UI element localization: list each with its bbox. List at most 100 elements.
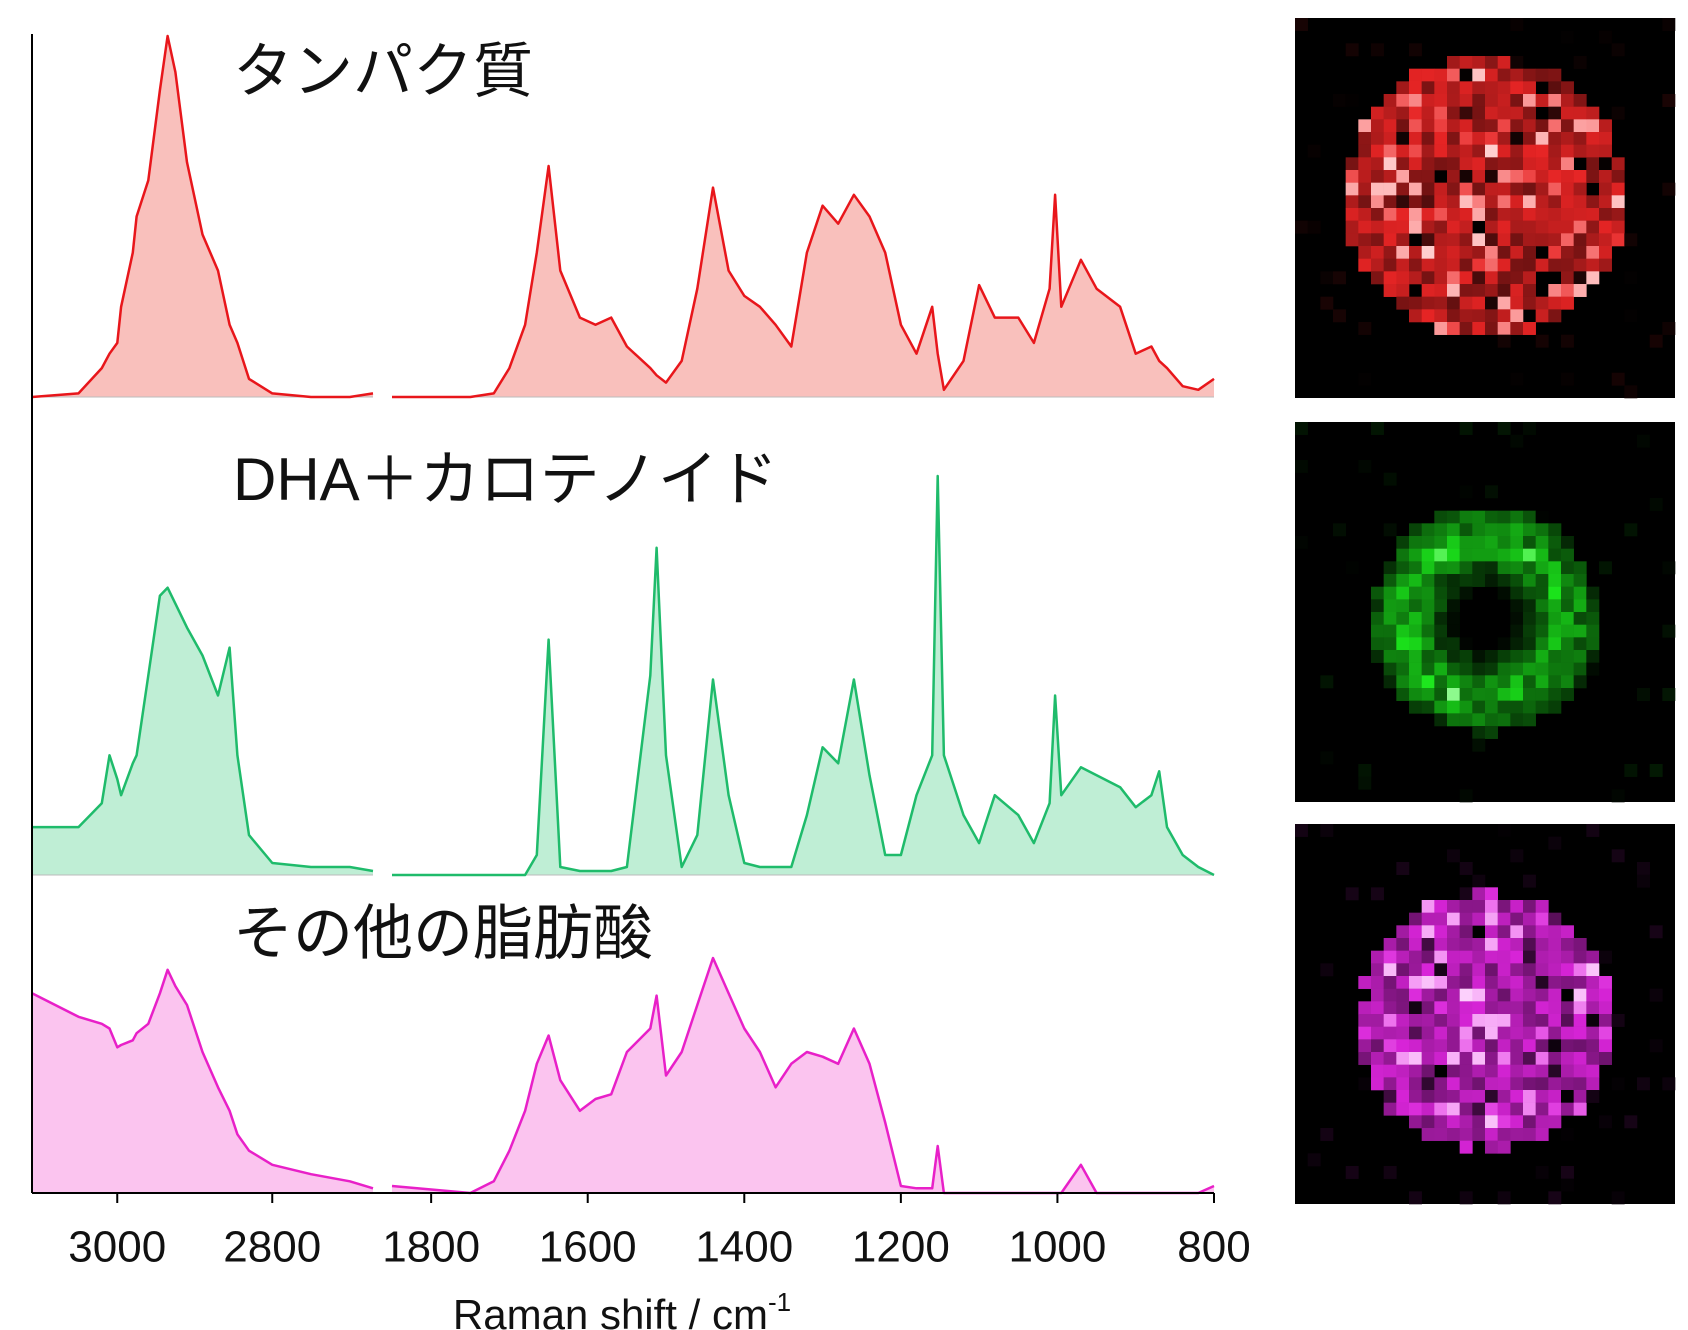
- image-pixel: [1409, 612, 1422, 625]
- image-pixel: [1421, 1052, 1435, 1065]
- image-pixel: [1535, 548, 1549, 562]
- image-pixel: [1497, 675, 1511, 689]
- image-pixel: [1510, 1090, 1524, 1103]
- image-pixel: [1295, 422, 1308, 435]
- image-pixel: [1561, 1026, 1574, 1040]
- image-pixel: [1396, 246, 1410, 259]
- spectrum-area: [392, 958, 1214, 1193]
- image-pixel: [1662, 561, 1676, 575]
- image-pixel: [1510, 56, 1524, 69]
- image-pixel: [1383, 561, 1397, 575]
- x-tick-label: 1000: [1008, 1223, 1106, 1272]
- image-pixel: [1447, 574, 1460, 587]
- image-pixel: [1535, 938, 1549, 951]
- image-pixel: [1459, 485, 1473, 499]
- image-pixel: [1396, 599, 1410, 613]
- image-pixel: [1548, 1077, 1562, 1091]
- image-pixel: [1358, 1052, 1372, 1065]
- image-pixel: [1396, 612, 1410, 625]
- image-pixel: [1561, 688, 1574, 701]
- image-pixel: [1383, 650, 1397, 663]
- image-pixel: [1434, 650, 1448, 663]
- image-pixel: [1510, 849, 1524, 863]
- image-pixel: [1573, 144, 1587, 158]
- image-pixel: [1320, 751, 1334, 765]
- image-pixel: [1586, 106, 1600, 120]
- image-pixel: [1497, 1102, 1511, 1116]
- image-pixel: [1548, 612, 1562, 625]
- image-pixel: [1523, 938, 1536, 951]
- image-pixel: [1510, 523, 1524, 537]
- image-pixel: [1434, 950, 1448, 964]
- image-pixel: [1548, 637, 1562, 651]
- image-pixel: [1421, 132, 1435, 145]
- image-pixel: [1421, 1077, 1435, 1091]
- image-pixel: [1548, 182, 1562, 196]
- image-pixel: [1371, 43, 1384, 57]
- image-pixel: [1459, 182, 1473, 196]
- image-pixel: [1371, 119, 1384, 133]
- image-pixel: [1459, 548, 1473, 562]
- image-pixel: [1472, 1102, 1486, 1116]
- image-pixel: [1358, 372, 1372, 386]
- image-pixel: [1523, 950, 1536, 964]
- image-pixel: [1383, 662, 1397, 676]
- image-pixel: [1485, 713, 1498, 727]
- image-pixel: [1421, 1128, 1435, 1141]
- image-pixel: [1421, 1064, 1435, 1078]
- image-pixel: [1561, 195, 1574, 209]
- image-pixel: [1434, 1128, 1448, 1141]
- image-pixel: [1333, 523, 1346, 537]
- image-pixel: [1523, 284, 1536, 297]
- image-pixel: [1510, 233, 1524, 247]
- image-pixel: [1599, 220, 1612, 234]
- image-pixel: [1371, 963, 1384, 977]
- image-pixel: [1409, 208, 1422, 221]
- image-pixel: [1472, 1039, 1486, 1053]
- image-pixel: [1523, 586, 1536, 600]
- spectrum-area: [32, 587, 373, 875]
- image-pixel: [1485, 322, 1498, 335]
- image-pixel: [1345, 220, 1359, 234]
- image-pixel: [1295, 460, 1308, 473]
- image-pixel: [1472, 1064, 1486, 1078]
- image-pixel: [1333, 94, 1346, 107]
- image-pixel: [1510, 1014, 1524, 1027]
- image-pixel: [1459, 233, 1473, 247]
- cell-image: [1295, 422, 1676, 803]
- image-pixel: [1586, 1026, 1600, 1040]
- image-pixel: [1396, 650, 1410, 663]
- image-pixel: [1548, 988, 1562, 1002]
- image-pixel: [1371, 157, 1384, 171]
- image-pixel: [1510, 1001, 1524, 1015]
- image-pixel: [1510, 548, 1524, 562]
- image-pixel: [1523, 925, 1536, 939]
- image-pixel: [1396, 284, 1410, 297]
- image-pixel: [1535, 132, 1549, 145]
- image-pixel: [1485, 81, 1498, 95]
- image-pixel: [1434, 700, 1448, 714]
- image-pixel: [1497, 1140, 1511, 1154]
- image-pixel: [1510, 938, 1524, 951]
- image-pixel: [1447, 624, 1460, 638]
- image-pixel: [1497, 68, 1511, 82]
- image-pixel: [1523, 536, 1536, 549]
- image-pixel: [1548, 624, 1562, 638]
- image-pixel: [1548, 1191, 1562, 1205]
- image-pixel: [1396, 220, 1410, 234]
- image-pixel: [1510, 322, 1524, 335]
- image-pixel: [1497, 523, 1511, 537]
- image-pixel: [1345, 561, 1359, 575]
- image-pixel: [1548, 963, 1562, 977]
- image-pixel: [1586, 271, 1600, 285]
- image-pixel: [1586, 650, 1600, 663]
- image-pixel: [1497, 1014, 1511, 1027]
- image-pixel: [1523, 510, 1536, 524]
- image-pixel: [1472, 296, 1486, 310]
- image-pixel: [1396, 170, 1410, 183]
- image-pixel: [1510, 925, 1524, 939]
- image-pixel: [1535, 208, 1549, 221]
- image-pixel: [1472, 94, 1486, 107]
- image-pixel: [1586, 624, 1600, 638]
- image-pixel: [1586, 195, 1600, 209]
